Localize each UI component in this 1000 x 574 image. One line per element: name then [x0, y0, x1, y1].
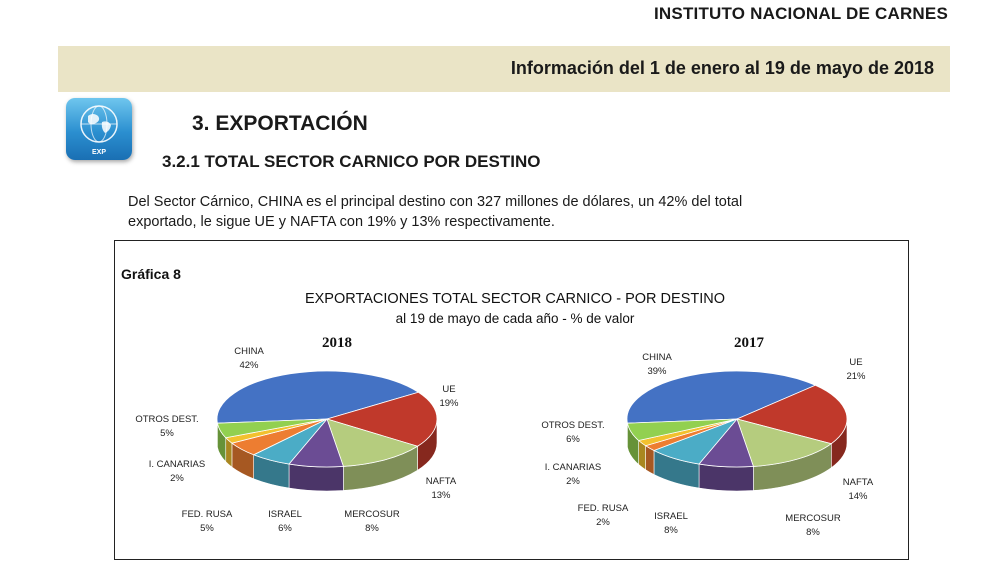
pie-side-2017-1-3 — [698, 463, 754, 492]
percent-label-2018-1: 19% — [439, 398, 459, 409]
percent-label-2018-6: 2% — [170, 473, 184, 484]
percent-label-2017-2: 14% — [848, 491, 868, 502]
figure-label: Gráfica 8 — [121, 266, 181, 282]
category-label-2017-3: MERCOSUR — [785, 513, 841, 524]
pie-slice-2018-otros-dest- — [216, 418, 328, 439]
category-label-2017-0: CHINA — [642, 352, 672, 363]
percent-label-2018-5: 5% — [200, 523, 214, 534]
category-label-2017-6: I. CANARIAS — [545, 462, 602, 473]
pie-slice-2017-ue — [735, 384, 848, 445]
category-label-2018-6: I. CANARIAS — [149, 459, 206, 470]
intro-line-2: exportado, le sigue UE y NAFTA con 19% y… — [128, 214, 555, 230]
category-label-2018-3: MERCOSUR — [344, 509, 400, 520]
percent-label-2017-6: 2% — [566, 476, 580, 487]
icon-label: EXP — [91, 149, 106, 156]
category-label-2017-2: NAFTA — [843, 477, 874, 488]
pie-slice-2017-china — [626, 370, 817, 424]
percent-label-2017-4: 8% — [664, 525, 678, 536]
percent-label-2017-7: 6% — [566, 434, 580, 445]
category-label-2017-1: UE — [849, 357, 862, 368]
pie-charts: Gráfica 8 EXPORTACIONES TOTAL SECTOR CAR… — [121, 266, 874, 538]
category-label-2018-0: CHINA — [234, 346, 264, 357]
section-title: 3. EXPORTACIÓN — [192, 112, 368, 135]
percent-label-2017-3: 8% — [806, 527, 820, 538]
period-banner: Información del 1 de enero al 19 de mayo… — [58, 46, 950, 92]
percent-label-2017-1: 21% — [846, 371, 866, 382]
pie-year-2018: 2018 — [322, 335, 352, 351]
pie-year-2017: 2017 — [734, 335, 765, 351]
intro-paragraph: Del Sector Cárnico, CHINA es el principa… — [128, 192, 868, 232]
pie-slice-2018-ue — [325, 391, 438, 447]
percent-label-2018-3: 8% — [365, 523, 379, 534]
subsection-title: 3.2.1 TOTAL SECTOR CARNICO POR DESTINO — [162, 152, 541, 171]
pie-2018: 2018 CHINA 42% UE 19% NAFTA 13% MERCOSUR 8% ISRAE… — [135, 335, 459, 534]
percent-label-2018-7: 5% — [160, 428, 174, 439]
chart-frame: Gráfica 8 EXPORTACIONES TOTAL SECTOR CAR… — [114, 240, 909, 560]
category-label-2018-4: ISRAEL — [268, 509, 302, 520]
intro-line-1: Del Sector Cárnico, CHINA es el principa… — [128, 194, 743, 210]
pie-2017: 2017 CHINA 39% UE 21% NAFTA 14% MERCOSUR 8% ISRAE… — [541, 335, 874, 538]
pie-slice-2017-otros-dest- — [626, 418, 738, 441]
percent-label-2018-2: 13% — [431, 490, 451, 501]
percent-label-2018-4: 6% — [278, 523, 292, 534]
category-label-2017-7: OTROS DEST. — [541, 420, 604, 431]
category-label-2017-4: ISRAEL — [654, 511, 688, 522]
category-label-2018-2: NAFTA — [426, 476, 457, 487]
institute-name: INSTITUTO NACIONAL DE CARNES — [654, 4, 948, 23]
category-label-2017-5: FED. RUSA — [578, 503, 629, 514]
pie-side-2018-0-3 — [288, 463, 344, 492]
category-label-2018-1: UE — [442, 384, 455, 395]
pie-slice-2018-nafta — [326, 418, 419, 467]
period-text: Información del 1 de enero al 19 de mayo… — [510, 58, 934, 78]
percent-label-2017-0: 39% — [647, 366, 667, 377]
pie-slice-2018-china — [216, 370, 420, 424]
globe-icon: EXP — [66, 98, 132, 160]
chart-title: EXPORTACIONES TOTAL SECTOR CARNICO - POR… — [305, 291, 725, 307]
percent-label-2017-5: 2% — [596, 517, 610, 528]
percent-label-2018-0: 42% — [239, 360, 259, 371]
category-label-2018-7: OTROS DEST. — [135, 414, 198, 425]
chart-subtitle: al 19 de mayo de cada año - % de valor — [396, 311, 635, 326]
category-label-2018-5: FED. RUSA — [182, 509, 233, 520]
pie-slice-2017-nafta — [736, 418, 833, 467]
